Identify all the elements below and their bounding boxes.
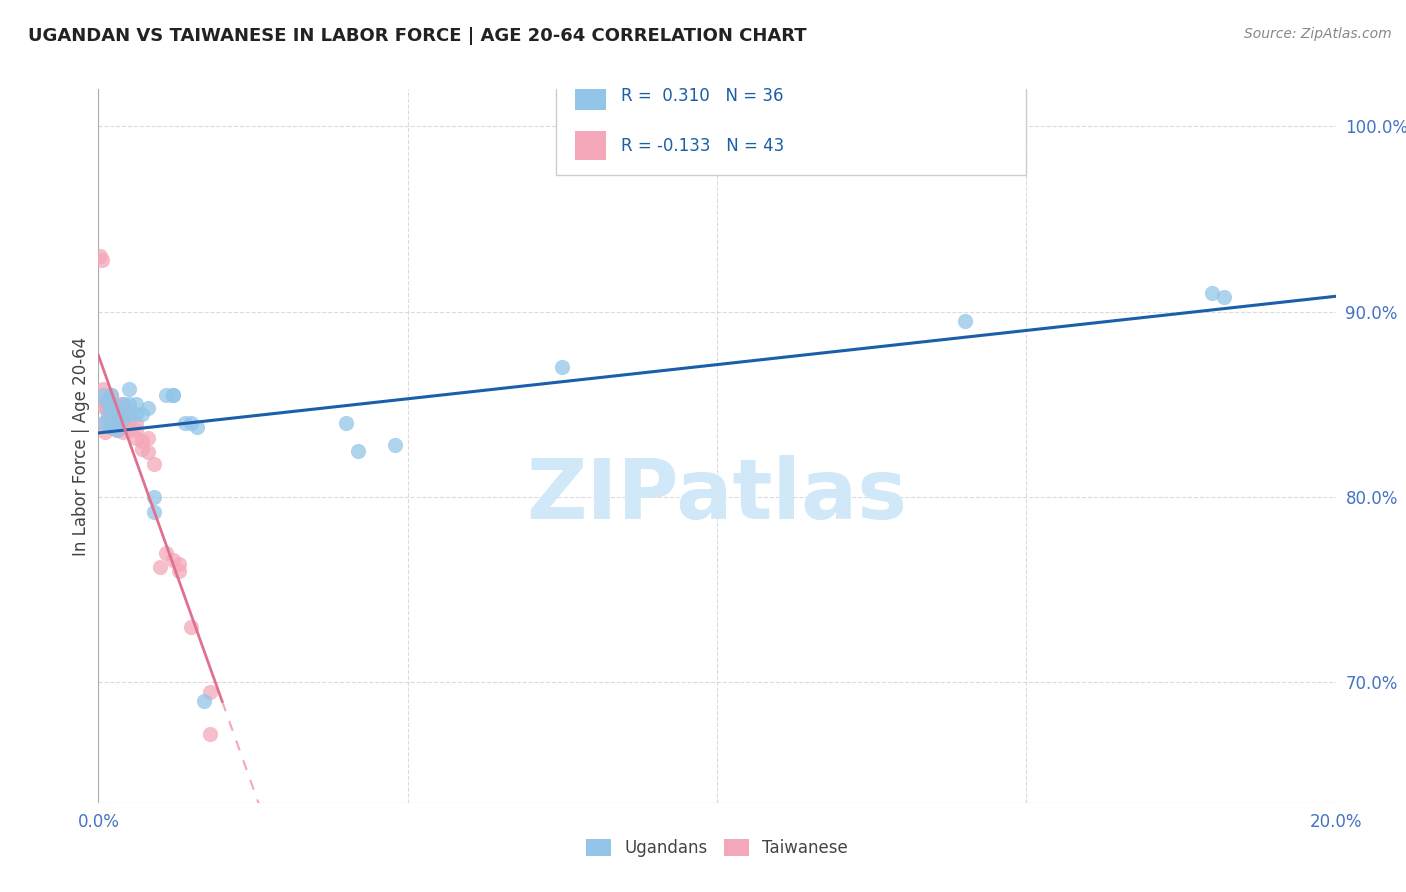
Point bbox=[149, 560, 172, 574]
Point bbox=[105, 423, 128, 437]
Point bbox=[384, 438, 406, 452]
Point bbox=[94, 401, 117, 415]
Point bbox=[112, 397, 135, 411]
Point bbox=[93, 393, 115, 408]
Point bbox=[100, 401, 122, 415]
Point bbox=[93, 401, 115, 415]
Point bbox=[136, 431, 159, 445]
Point bbox=[93, 383, 115, 397]
Point bbox=[118, 397, 141, 411]
Point bbox=[143, 505, 166, 519]
Point bbox=[953, 314, 976, 328]
Point bbox=[186, 419, 208, 434]
Point bbox=[124, 423, 146, 437]
Point bbox=[118, 407, 141, 421]
Point bbox=[347, 443, 370, 458]
Point bbox=[105, 412, 128, 426]
Point bbox=[112, 407, 135, 421]
Point bbox=[98, 419, 121, 434]
Point bbox=[131, 442, 153, 456]
Point bbox=[198, 727, 221, 741]
Point bbox=[155, 545, 177, 559]
Point bbox=[124, 407, 146, 421]
Point bbox=[118, 416, 141, 430]
Point bbox=[97, 401, 120, 415]
Point bbox=[551, 360, 574, 375]
Point bbox=[93, 388, 115, 402]
Point bbox=[174, 416, 197, 430]
Point bbox=[97, 412, 120, 426]
Point bbox=[180, 416, 202, 430]
Point bbox=[118, 383, 141, 397]
FancyBboxPatch shape bbox=[575, 81, 606, 110]
Point bbox=[162, 388, 184, 402]
Point bbox=[90, 252, 112, 267]
Point bbox=[100, 412, 122, 426]
Point bbox=[143, 490, 166, 504]
Point bbox=[136, 445, 159, 459]
Point bbox=[335, 416, 357, 430]
Point bbox=[105, 407, 128, 421]
Point bbox=[100, 388, 122, 402]
Point bbox=[112, 416, 135, 430]
Point bbox=[94, 393, 117, 408]
Point bbox=[155, 388, 177, 402]
Point bbox=[105, 397, 128, 411]
Point bbox=[112, 397, 135, 411]
Point bbox=[93, 416, 115, 430]
Point bbox=[131, 407, 153, 421]
Point bbox=[124, 416, 146, 430]
Point bbox=[193, 694, 215, 708]
Point bbox=[96, 397, 118, 411]
Point bbox=[97, 407, 120, 421]
Point bbox=[124, 397, 146, 411]
Point bbox=[1213, 290, 1236, 304]
Point bbox=[1201, 286, 1223, 301]
Point bbox=[143, 457, 166, 471]
Point bbox=[105, 423, 128, 437]
Point bbox=[198, 684, 221, 698]
Y-axis label: In Labor Force | Age 20-64: In Labor Force | Age 20-64 bbox=[72, 336, 90, 556]
FancyBboxPatch shape bbox=[575, 131, 606, 160]
Text: R = -0.133   N = 43: R = -0.133 N = 43 bbox=[620, 136, 783, 154]
Point bbox=[131, 434, 153, 449]
Point bbox=[118, 407, 141, 421]
Point bbox=[93, 425, 115, 439]
Point bbox=[100, 388, 122, 402]
Point bbox=[100, 401, 122, 415]
Legend: Ugandans, Taiwanese: Ugandans, Taiwanese bbox=[578, 831, 856, 866]
FancyBboxPatch shape bbox=[557, 75, 1026, 175]
Point bbox=[167, 564, 190, 578]
Text: ZIPatlas: ZIPatlas bbox=[527, 456, 907, 536]
Text: Source: ZipAtlas.com: Source: ZipAtlas.com bbox=[1244, 27, 1392, 41]
Point bbox=[89, 249, 111, 263]
Text: UGANDAN VS TAIWANESE IN LABOR FORCE | AGE 20-64 CORRELATION CHART: UGANDAN VS TAIWANESE IN LABOR FORCE | AG… bbox=[28, 27, 807, 45]
Point bbox=[118, 423, 141, 437]
Point bbox=[136, 401, 159, 415]
Text: R =  0.310   N = 36: R = 0.310 N = 36 bbox=[620, 87, 783, 104]
Point bbox=[100, 416, 122, 430]
Point bbox=[112, 412, 135, 426]
Point bbox=[105, 401, 128, 415]
Point bbox=[162, 388, 184, 402]
Point bbox=[162, 553, 184, 567]
Point bbox=[93, 416, 115, 430]
Point bbox=[112, 425, 135, 439]
Point bbox=[124, 431, 146, 445]
Point bbox=[167, 557, 190, 571]
Point bbox=[100, 419, 122, 434]
Point bbox=[180, 620, 202, 634]
Point bbox=[103, 416, 125, 430]
Point bbox=[105, 416, 128, 430]
